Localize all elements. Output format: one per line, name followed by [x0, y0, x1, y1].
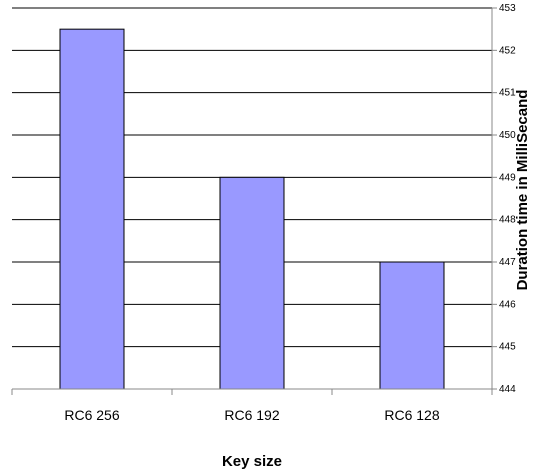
- y-tick-label: 449: [499, 172, 516, 183]
- bars: [59, 28, 445, 390]
- x-tick-label: RC6 256: [64, 407, 119, 423]
- y-tick-label: 448: [499, 215, 516, 226]
- bar: [219, 176, 285, 390]
- y-tick-label: 453: [499, 3, 516, 14]
- x-axis-title: Key size: [222, 453, 282, 470]
- y-axis-title: Duration time in MilliSecand: [514, 90, 531, 291]
- x-ticks: [11, 389, 493, 395]
- bar: [379, 261, 445, 390]
- bar: [59, 28, 125, 390]
- y-ticks: [492, 7, 497, 390]
- y-tick-label: 445: [499, 342, 516, 353]
- x-tick-label: RC6 128: [384, 407, 439, 423]
- y-tick-labels: 444 445 446 447 448 449 450 451 452 453: [499, 3, 516, 395]
- y-tick-label: 452: [499, 45, 516, 56]
- y-tick-label: 447: [499, 257, 516, 268]
- x-tick-labels: RC6 256 RC6 192 RC6 128: [64, 407, 439, 423]
- y-tick-label: 444: [499, 384, 516, 395]
- y-tick-label: 450: [499, 130, 516, 141]
- y-tick-label: 451: [499, 88, 516, 99]
- y-tick-label: 446: [499, 299, 516, 310]
- x-tick-label: RC6 192: [224, 407, 279, 423]
